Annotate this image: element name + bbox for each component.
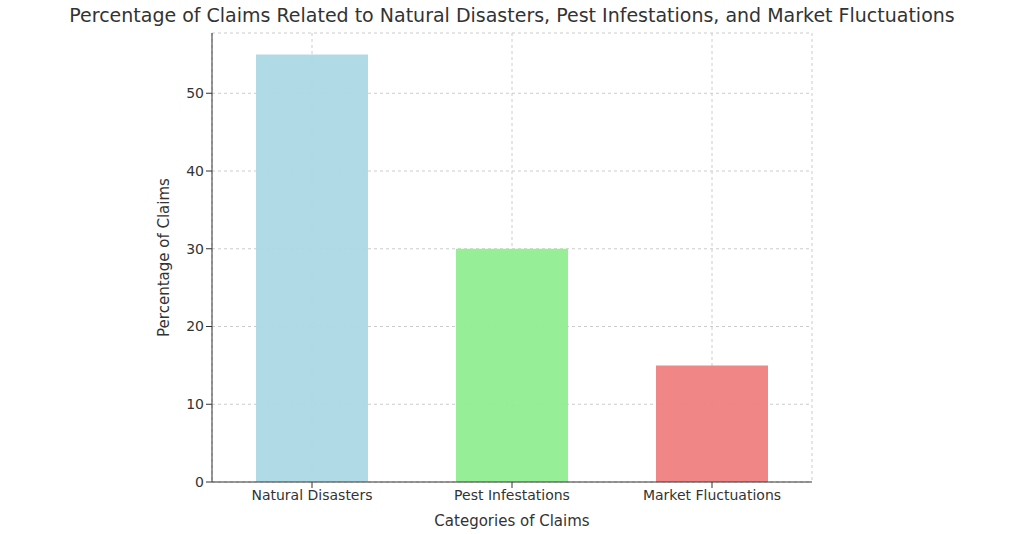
svg-text:Pest Infestations: Pest Infestations <box>454 487 570 503</box>
svg-text:30: 30 <box>186 241 204 257</box>
svg-text:10: 10 <box>186 396 204 412</box>
svg-text:40: 40 <box>186 163 204 179</box>
svg-text:Market Fluctuations: Market Fluctuations <box>643 487 781 503</box>
svg-text:Categories of Claims: Categories of Claims <box>434 512 589 530</box>
svg-text:Natural Disasters: Natural Disasters <box>251 487 372 503</box>
svg-text:0: 0 <box>195 474 204 490</box>
svg-text:50: 50 <box>186 85 204 101</box>
svg-text:20: 20 <box>186 318 204 334</box>
html-text:Percentage of Claims Related t: Percentage of Claims Related to Natural … <box>69 4 955 26</box>
svg-text:Percentage of Claims: Percentage of Claims <box>155 178 173 337</box>
